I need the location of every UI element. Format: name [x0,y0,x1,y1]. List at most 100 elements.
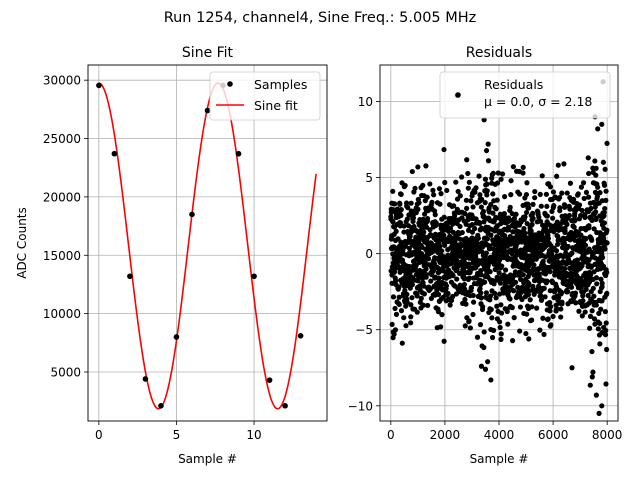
residual-point [509,305,515,311]
residual-point [534,305,540,311]
residual-point [435,309,441,315]
residual-point [425,302,431,309]
residuals-x-label: Sample # [470,452,529,466]
sine-fit-y-ticks: 5000 10000 15000 20000 25000 30000 [43,74,88,379]
residual-point [602,205,608,212]
residual-point [588,205,594,212]
residual-point [511,215,518,222]
residual-point [593,302,599,308]
residual-point [494,303,500,309]
residual-point [575,260,581,267]
residual-point [511,315,517,321]
residual-point [558,314,564,320]
residual-point [392,305,398,312]
residual-point [530,215,536,221]
residual-point [562,203,568,209]
residual-point [588,272,594,278]
residuals-y-tick-label: −5 [355,323,373,337]
residuals-y-tick-label: −10 [348,399,373,413]
residual-point [481,117,487,123]
residual-point [389,321,395,328]
residual-point [504,308,510,315]
residual-point [420,182,426,188]
residual-point [461,281,468,288]
residual-point [447,225,454,231]
residual-point [529,304,535,310]
residual-point [425,256,432,262]
residual-point [542,254,549,260]
residuals-title: Residuals [466,45,532,61]
residual-point [578,184,585,190]
residual-point [558,306,564,312]
residual-point [407,271,413,277]
residual-point [427,227,433,233]
residual-point [564,190,570,196]
sine-fit-y-label: ADC Counts [15,207,29,279]
residual-point [402,182,408,189]
residual-point [418,250,425,257]
residual-point [477,286,483,292]
residual-point [558,289,565,295]
residual-point [470,292,476,299]
residual-point [509,338,516,344]
residual-point [499,171,506,177]
residual-point [520,272,526,278]
residuals-x-ticks: 0 2000 4000 6000 8000 [387,421,622,442]
residual-point [585,194,592,200]
residual-point [404,291,410,297]
residual-point [604,240,610,246]
residual-point [483,250,489,256]
residuals-y-ticks: −10 −5 0 5 10 [348,95,380,413]
residual-point [473,216,479,222]
residual-point [455,188,461,195]
residual-point [439,312,445,318]
sine-fit-y-tick-label: 25000 [43,132,81,146]
residual-point [536,214,542,220]
residual-point [457,223,463,230]
residual-point [393,228,399,234]
residual-point [406,263,412,270]
residual-point [595,326,601,332]
residual-point [603,327,609,334]
residual-point [482,366,489,372]
residual-point [578,232,584,238]
residual-point [580,298,586,304]
residual-point [604,140,610,146]
residual-point [494,180,501,186]
residual-point [550,215,556,221]
residual-point [441,338,447,344]
sample-point [173,334,180,340]
residual-point [482,200,488,206]
sample-point [251,273,257,280]
residual-point [488,232,494,238]
residual-point [436,275,442,281]
residual-point [582,214,588,221]
residual-point [424,216,431,222]
residual-point [397,220,404,226]
residual-point [562,277,569,283]
residual-point [568,284,575,290]
residual-point [484,181,490,187]
residual-point [538,297,545,303]
residual-point [526,205,532,211]
residual-point [437,201,443,207]
residual-point [573,300,579,306]
residual-point [591,226,597,232]
sine-fit-y-tick-label: 15000 [43,249,81,263]
residual-point [499,263,505,269]
residual-point [512,279,519,285]
residual-point [524,311,530,317]
residual-point [542,294,548,300]
residual-point [550,313,556,320]
sample-point [189,211,195,218]
residual-point [463,197,469,203]
residual-point [399,340,405,346]
residuals-x-tick-label: 0 [387,428,395,442]
residual-point [450,273,456,279]
residual-point [599,121,605,127]
sine-fit-x-ticks: 0 5 10 [95,421,262,442]
sine-fit-x-tick-label: 10 [246,428,261,442]
residual-point [405,205,411,211]
residual-point [398,207,404,213]
legend-residuals-stats: μ = 0.0, σ = 2.18 [484,94,592,109]
